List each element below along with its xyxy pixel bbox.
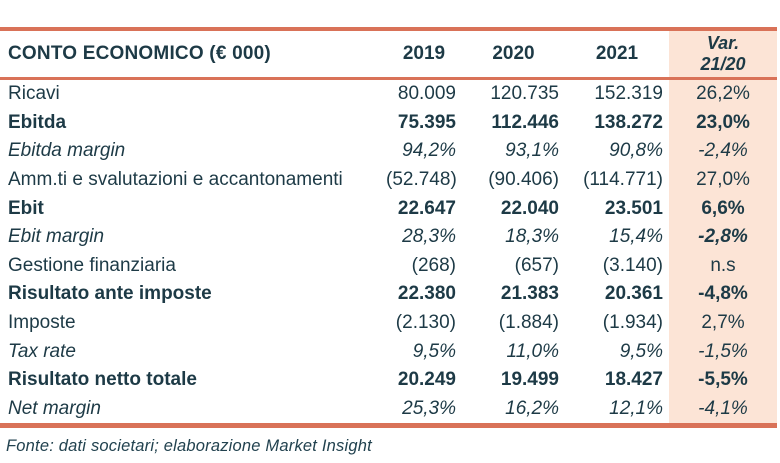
value-2020: (1.884): [498, 312, 559, 334]
column-header-2021: 2021: [565, 27, 669, 80]
var-header-line1: Var.: [706, 33, 740, 53]
table-row: Risultato netto totale 20.249 19.499 18.427…: [0, 365, 777, 395]
row-label: Gestione finanziaria: [8, 254, 176, 276]
value-var: 6,6%: [669, 194, 777, 223]
value-2021: (114.771): [583, 169, 663, 191]
value-var: 27,0%: [669, 165, 777, 195]
table-row: Ebitda margin 94,2% 93,1% 90,8% -2,4%: [0, 137, 777, 166]
value-2020: 112.446: [491, 111, 559, 133]
row-label: Ebitda margin: [8, 140, 126, 162]
value-2021: 23.501: [604, 197, 663, 219]
value-var: 23,0%: [669, 108, 777, 138]
value-2019: 75.395: [397, 111, 456, 133]
value-2020: 16,2%: [462, 394, 565, 429]
value-var: n.s: [669, 251, 777, 281]
value-2021: 15,4%: [609, 226, 663, 248]
table-header: CONTO ECONOMICO (€ 000) 2019 2020 2021 V…: [0, 27, 777, 80]
income-statement-table: CONTO ECONOMICO (€ 000) 2019 2020 2021 V…: [0, 27, 777, 429]
value-2020: 18,3%: [505, 226, 559, 248]
table-row: Amm.ti e svalutazioni e accantonamenti (5…: [0, 165, 777, 195]
table-row: Imposte (2.130) (1.884) (1.934) 2,7%: [0, 308, 777, 338]
value-2020: 22.040: [500, 197, 559, 219]
table-row: Gestione finanziaria (268) (657) (3.140) n.s: [0, 251, 777, 281]
row-label: Ebit: [8, 197, 44, 219]
source-note: Fonte: dati societari; elaborazione Mark…: [6, 437, 372, 456]
column-header-2020: 2020: [462, 27, 565, 80]
value-2019: (52.748): [386, 169, 457, 191]
value-2020: 93,1%: [505, 140, 559, 162]
value-2020: 19.499: [500, 369, 559, 391]
value-2021: 18.427: [604, 369, 663, 391]
value-2020: 120.735: [490, 83, 559, 105]
row-label: Tax rate: [8, 340, 76, 362]
row-label: Risultato ante imposte: [8, 283, 212, 305]
value-2019: 22.647: [397, 197, 456, 219]
value-2020: 21.383: [500, 283, 559, 305]
value-2019: 22.380: [397, 283, 456, 305]
value-var: -2,8%: [669, 222, 777, 252]
value-var: 26,2%: [669, 78, 777, 109]
value-var: -5,5%: [669, 365, 777, 395]
table-title: CONTO ECONOMICO (€ 000): [0, 27, 386, 80]
value-var: -1,5%: [669, 337, 777, 366]
row-label: Ricavi: [8, 83, 60, 105]
column-header-var: Var. 21/20: [669, 27, 777, 80]
row-label: Risultato netto totale: [8, 369, 197, 391]
value-2019: (268): [411, 254, 456, 276]
row-label: Ebitda: [8, 111, 67, 133]
row-label: Imposte: [8, 312, 76, 334]
value-2021: 90,8%: [609, 140, 663, 162]
column-header-2019: 2019: [386, 27, 462, 80]
row-label: Amm.ti e svalutazioni e accantonamenti: [8, 169, 343, 191]
row-label: Net margin: [0, 394, 386, 429]
value-var: -2,4%: [669, 137, 777, 166]
value-2021: 138.272: [594, 111, 663, 133]
value-2021: (1.934): [602, 312, 663, 334]
table-row: Ricavi 80.009 120.735 152.319 26,2%: [0, 78, 777, 109]
value-2021: 152.319: [594, 83, 663, 105]
value-var: -4,8%: [669, 280, 777, 309]
value-2019: (2.130): [395, 312, 456, 334]
row-label: Ebit margin: [8, 226, 105, 248]
value-var: 2,7%: [669, 308, 777, 338]
value-2020: (90.406): [488, 169, 559, 191]
table-row: Ebit 22.647 22.040 23.501 6,6%: [0, 194, 777, 223]
value-2019: 20.249: [397, 369, 456, 391]
table-row: Risultato ante imposte 22.380 21.383 20.361…: [0, 280, 777, 309]
value-2019: 9,5%: [412, 340, 456, 362]
value-2021: 9,5%: [619, 340, 663, 362]
table-row: Ebit margin 28,3% 18,3% 15,4% -2,8%: [0, 222, 777, 252]
table-row: Ebitda 75.395 112.446 138.272 23,0%: [0, 108, 777, 138]
value-2020: 11,0%: [506, 340, 559, 362]
value-2021: 20.361: [604, 283, 663, 305]
value-2019: 94,2%: [402, 140, 456, 162]
var-header-line2: 21/20: [700, 54, 746, 74]
value-2021: 12,1%: [565, 394, 669, 429]
value-var: -4,1%: [669, 394, 777, 429]
value-2019: 28,3%: [402, 226, 456, 248]
table-row: Tax rate 9,5% 11,0% 9,5% -1,5%: [0, 337, 777, 366]
table-body: Ricavi 80.009 120.735 152.319 26,2% Ebitda 75.…: [0, 78, 777, 429]
value-2019: 80.009: [397, 83, 456, 105]
table-row: Net margin 25,3% 16,2% 12,1% -4,1%: [0, 394, 777, 429]
value-2021: (3.140): [602, 254, 663, 276]
value-2020: (657): [514, 254, 559, 276]
value-2019: 25,3%: [386, 394, 462, 429]
